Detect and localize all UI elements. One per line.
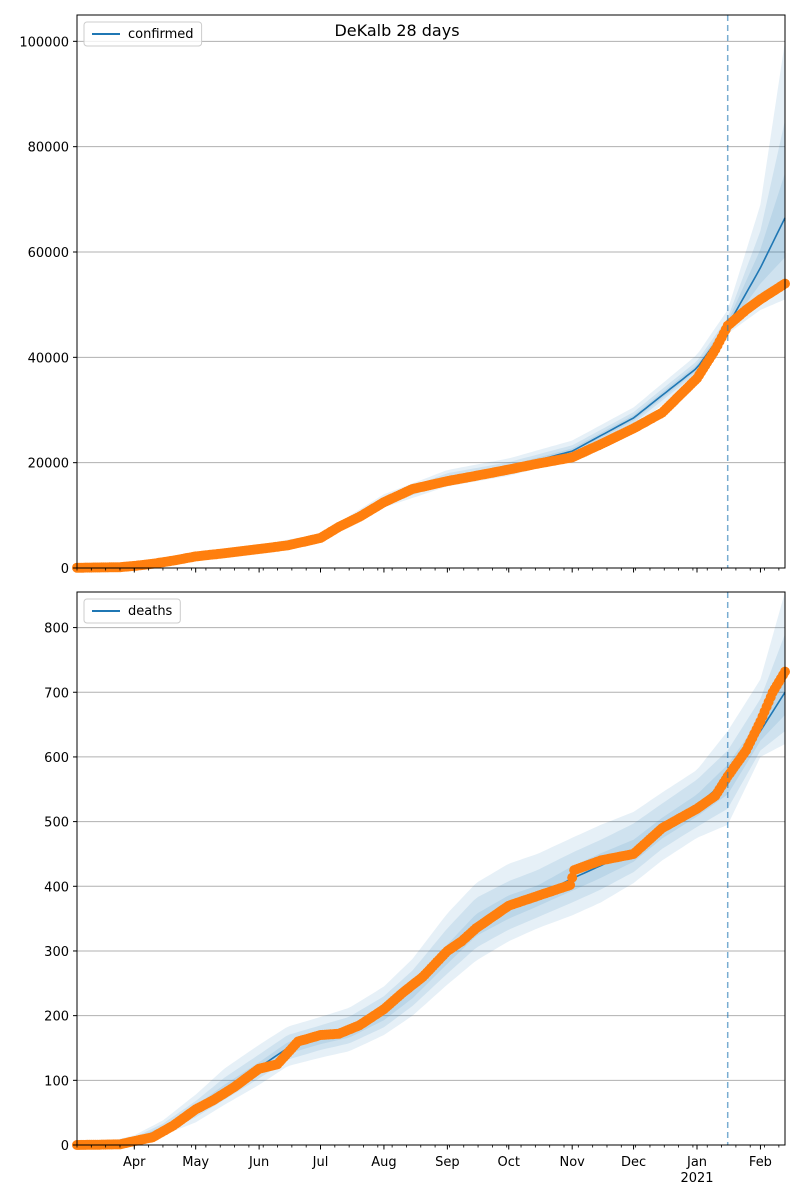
- x-tick-label-dec: Dec: [621, 1155, 646, 1170]
- x-tick-label-jan: Jan: [686, 1155, 707, 1170]
- deaths-band-2: [77, 666, 785, 1145]
- confirmed-y-ticks: 0 20000 40000 60000 80000 100000: [19, 35, 77, 577]
- deaths-y-tick-label-0: 0: [61, 1139, 69, 1154]
- deaths-observed-point: [567, 872, 578, 883]
- confirmed-x-ticks: [76, 568, 780, 573]
- legend-label-confirmed: confirmed: [128, 27, 194, 42]
- confirmed-axes-frame: [76, 14, 786, 569]
- x-tick-label-apr: Apr: [123, 1155, 146, 1170]
- deaths-band-0: [77, 592, 785, 1145]
- deaths-y-tick-label-400: 400: [44, 880, 69, 895]
- deaths-y-ticks: 0 100 200 300 400 500 600 700 800: [44, 622, 77, 1154]
- legend-box: [83, 21, 203, 47]
- legend-label-deaths: deaths: [128, 604, 173, 619]
- deaths-axes-frame: [76, 591, 786, 1146]
- confirmed-axes-border: [76, 14, 786, 569]
- confirmed-legend: confirmed: [83, 21, 203, 47]
- confirmed-y-tick-label-0: 0: [61, 562, 69, 577]
- deaths-y-tick-label-100: 100: [44, 1074, 69, 1089]
- deaths-uncertainty-bands: [77, 592, 785, 1145]
- x-tick-label-aug: Aug: [371, 1155, 396, 1170]
- deaths-model-line: [76, 691, 786, 1146]
- confirmed-band-1: [77, 120, 785, 569]
- deaths-y-tick-label-200: 200: [44, 1010, 69, 1025]
- confirmed-y-tick-label-100000: 100000: [19, 35, 69, 50]
- x-tick-label-sep: Sep: [435, 1155, 460, 1170]
- deaths-y-grid: [77, 627, 785, 1146]
- deaths-y-tick-label-300: 300: [44, 945, 69, 960]
- confirmed-y-tick-label-60000: 60000: [28, 246, 69, 261]
- x-year-label: 2021: [680, 1171, 713, 1186]
- figure-title: DeKalb 28 days: [334, 21, 459, 40]
- confirmed-y-tick-label-80000: 80000: [28, 141, 69, 156]
- deaths-panel: 0 100 200 300 400 500 600 700 800 deaths Apr May J…: [44, 591, 790, 1186]
- confirmed-y-tick-label-40000: 40000: [28, 351, 69, 366]
- confirmed-y-tick-label-20000: 20000: [28, 457, 69, 472]
- deaths-legend: deaths: [83, 598, 181, 624]
- legend-box: [83, 598, 181, 624]
- x-tick-label-may: May: [182, 1155, 209, 1170]
- deaths-observed-points: [72, 666, 790, 1150]
- confirmed-panel: 0 20000 40000 60000 80000 100000 confirmed: [19, 14, 790, 577]
- x-tick-label-oct: Oct: [498, 1155, 520, 1170]
- deaths-x-ticks: [76, 1145, 780, 1150]
- deaths-y-tick-label-700: 700: [44, 686, 69, 701]
- x-tick-label-nov: Nov: [560, 1155, 586, 1170]
- x-tick-label-feb: Feb: [749, 1155, 772, 1170]
- deaths-y-tick-label-600: 600: [44, 751, 69, 766]
- x-tick-label-jul: Jul: [312, 1155, 329, 1170]
- x-tick-label-jun: Jun: [248, 1155, 269, 1170]
- deaths-axes-border: [76, 591, 786, 1146]
- deaths-model-series: [76, 691, 786, 1146]
- confirmed-observed-points: [72, 278, 790, 573]
- deaths-y-tick-label-500: 500: [44, 816, 69, 831]
- deaths-band-1: [77, 634, 785, 1145]
- deaths-y-tick-label-800: 800: [44, 622, 69, 637]
